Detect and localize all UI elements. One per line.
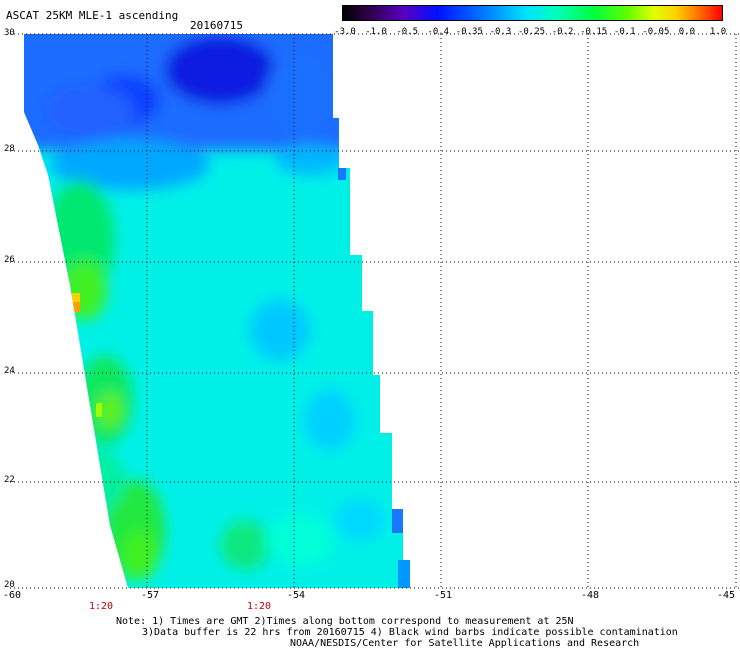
lat-lon-grid: [10, 33, 740, 589]
colorbar-tick-label: 1.0: [709, 27, 727, 37]
lon-label-51: -51: [433, 590, 453, 601]
note-line-1: Note: 1) Times are GMT 2)Times along bot…: [116, 616, 574, 627]
lon-label-60: -60: [2, 590, 22, 601]
colorbar-tick-label: -0.15: [580, 27, 608, 37]
colorbar-tick-label: -0.2: [551, 27, 574, 37]
colorbar-tick-label: -3.0: [334, 27, 356, 37]
lat-label-26: 26: [4, 255, 15, 265]
note-line-2: 3)Data buffer is 22 hrs from 20160715 4)…: [142, 627, 678, 638]
lon-label-57: -57: [140, 590, 160, 601]
lat-label-20: 20: [4, 580, 15, 590]
note-line-3: NOAA/NESDIS/Center for Satellite Applica…: [290, 638, 640, 649]
colorbar-tick-label: -0.25: [517, 27, 546, 37]
lon-label-48: -48: [580, 590, 600, 601]
colorbar-tick-label: -0.1: [613, 27, 636, 37]
lon-label-45: -45: [716, 590, 736, 601]
lat-label-28: 28: [4, 144, 15, 154]
lat-label-22: 22: [4, 475, 15, 485]
lat-label-24: 24: [4, 366, 15, 376]
lat-label-30: 30: [4, 28, 15, 38]
colorbar-tick-label: -0.35: [455, 27, 483, 37]
map-date: 20160715: [190, 19, 243, 32]
colorbar: [342, 5, 723, 21]
colorbar-tick-label: 0.0: [678, 27, 696, 37]
colorbar-tick-label: -1.0: [365, 27, 387, 37]
time-label: 1:20: [88, 601, 114, 612]
colorbar-tick-label: -0.5: [396, 27, 418, 37]
colorbar-tick-label: -0.05: [642, 27, 670, 37]
time-label: 1:20: [246, 601, 272, 612]
colorbar-tick-label: -0.3: [489, 27, 512, 37]
map-title: ASCAT 25KM MLE-1 ascending: [6, 9, 179, 22]
lon-label-54: -54: [286, 590, 306, 601]
colorbar-tick-label: -0.4: [427, 27, 450, 37]
